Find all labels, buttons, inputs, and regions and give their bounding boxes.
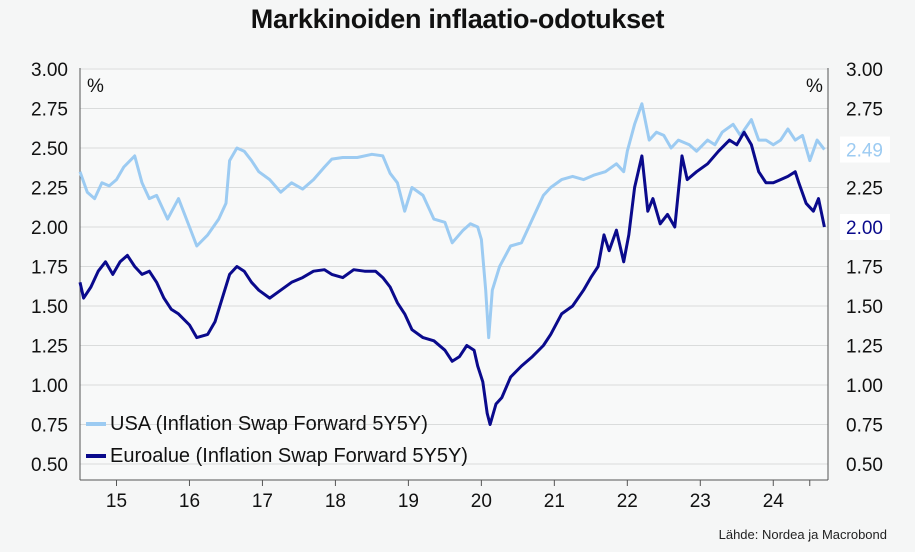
x-tick-label: 21 bbox=[544, 491, 565, 512]
y-tick-label-left: 0.75 bbox=[31, 416, 68, 437]
euro-series-line bbox=[78, 130, 826, 426]
y-tick-label-right: 1.50 bbox=[846, 297, 883, 318]
x-tick-label: 23 bbox=[690, 491, 711, 512]
y-tick-label-right: 0.50 bbox=[846, 455, 883, 476]
y-tick-label-left: 3.00 bbox=[31, 60, 68, 81]
chart-title: Markkinoiden inflaatio-odotukset bbox=[250, 4, 665, 34]
y-tick-label-left: 2.50 bbox=[31, 139, 68, 160]
x-tick-label: 18 bbox=[325, 491, 346, 512]
usa-series-line bbox=[78, 102, 826, 340]
y-tick-label-right: 3.00 bbox=[846, 60, 883, 81]
y-axis-left-ticks: 3.00 2.75 2.50 2.25 2.00 1.75 1.50 1.25 1.00 0.75… bbox=[31, 60, 68, 476]
end-label-badge bbox=[840, 136, 890, 163]
y-tick-label-right: 2.75 bbox=[846, 100, 883, 121]
y-axis-right-ticks: 3.002.752.502.252.001.751.501.251.000.75… bbox=[846, 60, 883, 476]
legend-label: USA (Inflation Swap Forward 5Y5Y) bbox=[110, 413, 428, 435]
y-tick-label-left: 1.25 bbox=[31, 337, 68, 358]
y-tick-label-left: 0.50 bbox=[31, 455, 68, 476]
y-tick-label-right: 0.75 bbox=[846, 416, 883, 437]
x-tick-label: 22 bbox=[617, 491, 638, 512]
y-unit-right: % bbox=[806, 76, 823, 97]
end-value-label: 2.00 bbox=[846, 218, 883, 239]
gridlines bbox=[80, 68, 828, 480]
y-tick-label-left: 1.75 bbox=[31, 258, 68, 279]
source-note: Lähde: Nordea ja Macrobond bbox=[718, 527, 887, 542]
y-tick-label-left: 1.50 bbox=[31, 297, 68, 318]
end-label-badge bbox=[840, 214, 890, 240]
axes bbox=[79, 68, 829, 481]
y-tick-label-right: 2.25 bbox=[846, 179, 883, 200]
y-tick-label-left: 2.25 bbox=[31, 179, 68, 200]
y-tick-label-left: 2.00 bbox=[31, 218, 68, 239]
y-tick-label-right: 1.75 bbox=[846, 258, 883, 279]
y-tick-label-left: 1.00 bbox=[31, 376, 68, 397]
y-unit-left: % bbox=[87, 76, 104, 97]
y-tick-label-right: 1.00 bbox=[846, 376, 883, 397]
x-tick-label: 16 bbox=[179, 491, 200, 512]
plot-area bbox=[80, 68, 828, 480]
end-value-labels: 2.49 2.00 bbox=[840, 136, 890, 240]
series-lines bbox=[78, 102, 826, 426]
x-tick-label: 24 bbox=[763, 491, 785, 512]
x-tick-label: 19 bbox=[398, 491, 419, 512]
x-axis-ticks: 15 16 17 18 19 20 21 22 23 24 bbox=[106, 480, 811, 512]
y-tick-label-left: 2.75 bbox=[31, 100, 68, 121]
legend: USA (Inflation Swap Forward 5Y5Y) Euroalu… bbox=[86, 413, 468, 467]
x-tick-label: 15 bbox=[106, 491, 127, 512]
legend-label: Euroalue (Inflation Swap Forward 5Y5Y) bbox=[110, 445, 468, 467]
x-tick-label: 20 bbox=[471, 491, 492, 512]
y-tick-label-right: 1.25 bbox=[846, 337, 883, 358]
x-tick-label: 17 bbox=[252, 491, 273, 512]
end-value-label: 2.49 bbox=[846, 141, 883, 162]
